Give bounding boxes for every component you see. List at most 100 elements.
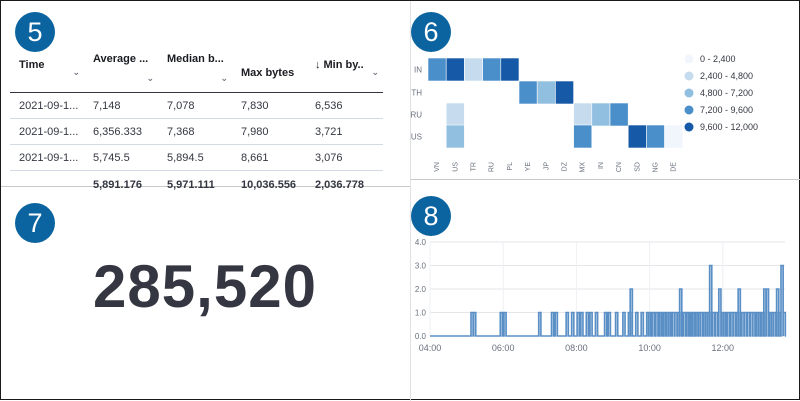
panel-number-badge: 8 bbox=[411, 196, 451, 236]
heatmap-chart: IN TH RU US VN US TR RU PL YE JP DZ MX IN CN SD NG DE 0 - … bbox=[410, 54, 758, 173]
heatmap-cell bbox=[555, 80, 574, 105]
table-row: 2021-09-1... 5,745.5 5,894.5 8,661 3,076 bbox=[10, 144, 383, 172]
legend-swatch bbox=[684, 71, 694, 81]
heatmap-cell bbox=[573, 102, 593, 127]
heatmap-cell bbox=[573, 124, 593, 149]
y-tick-label: 4.0 bbox=[415, 238, 427, 247]
table-cell: 3,076 bbox=[306, 144, 383, 172]
y-tick-label: 1.0 bbox=[415, 309, 427, 318]
divider bbox=[410, 1, 411, 401]
heatmap-x-label: NG bbox=[653, 162, 660, 173]
table-cell: 2021-09-1... bbox=[10, 92, 84, 120]
y-tick-label: 3.0 bbox=[415, 262, 427, 271]
series-line bbox=[430, 264, 787, 337]
table-footer-cell bbox=[10, 171, 84, 199]
legend-swatch bbox=[684, 54, 694, 64]
table-footer-cell: 5,971.111 bbox=[167, 178, 215, 191]
legend-label: 4,800 - 7,200 bbox=[700, 88, 753, 98]
heatmap-x-label: US bbox=[452, 162, 459, 172]
heatmap-cell bbox=[445, 102, 465, 127]
column-header-min-bytes[interactable]: ↓ Min by... ⌄ bbox=[306, 53, 383, 94]
line-chart: 0.0 1.0 2.0 3.0 4.0 04:00 06:00 08:00 10:00 12:00 bbox=[415, 238, 787, 353]
table-row: 2021-09-1... 7,148 7,078 7,830 6,536 bbox=[10, 92, 383, 120]
table-cell: 5,894.5 bbox=[158, 144, 232, 172]
x-tick-label: 10:00 bbox=[638, 343, 661, 353]
heatmap-cell bbox=[646, 124, 665, 149]
legend-swatch bbox=[684, 88, 694, 98]
heatmap-cell bbox=[518, 80, 538, 105]
heatmap-y-label: IN bbox=[414, 66, 422, 75]
table-cell: 6,536 bbox=[306, 92, 383, 120]
heatmap-cell bbox=[500, 57, 520, 82]
heatmap-x-label: SD bbox=[634, 162, 641, 172]
legend-label: 0 - 2,400 bbox=[700, 54, 736, 64]
heatmap-x-label: CN bbox=[616, 162, 623, 172]
heatmap-x-label: VN bbox=[434, 162, 441, 172]
heatmap-cell bbox=[609, 102, 629, 127]
legend-label: 9,600 - 12,000 bbox=[700, 122, 758, 132]
panel-number-badge: 7 bbox=[15, 203, 55, 243]
table-header-row: Time ⌄ Average ... ⌄ Median b... ⌄ Max byte… bbox=[10, 53, 383, 94]
data-table: Time ⌄ Average ... ⌄ Median b... ⌄ Max byte… bbox=[10, 53, 383, 199]
heatmap-y-label: TH bbox=[411, 89, 422, 98]
table-cell: 2021-09-1... bbox=[10, 144, 84, 172]
x-tick-label: 04:00 bbox=[419, 343, 442, 353]
table-row: 2021-09-1... 6,356.333 7,368 7,980 3,721 bbox=[10, 118, 383, 146]
heatmap-x-label: DZ bbox=[562, 161, 569, 171]
x-tick-label: 12:00 bbox=[712, 343, 735, 353]
heatmap-x-label: TR bbox=[471, 162, 478, 171]
heatmap-cell bbox=[664, 124, 684, 149]
table-footer-cell: 2,036.778 bbox=[315, 178, 364, 191]
heatmap-x-label: RU bbox=[489, 162, 496, 172]
heatmap-cell bbox=[627, 124, 647, 149]
heatmap-cell bbox=[482, 57, 502, 82]
legend-label: 7,200 - 9,600 bbox=[700, 105, 753, 115]
column-header-max-bytes[interactable]: Max bytes bbox=[232, 53, 306, 94]
heatmap-x-label: IN bbox=[598, 162, 605, 169]
panel-number-badge: 6 bbox=[411, 12, 451, 52]
column-header-time[interactable]: Time ⌄ bbox=[10, 53, 84, 94]
chevron-down-icon[interactable]: ⌄ bbox=[220, 73, 228, 84]
heatmap-cell bbox=[464, 57, 483, 82]
heatmap-cell bbox=[445, 57, 465, 82]
column-header-median[interactable]: Median b... ⌄ bbox=[158, 53, 232, 94]
table-cell: 7,368 bbox=[158, 118, 232, 146]
x-tick-label: 06:00 bbox=[492, 343, 515, 353]
chevron-down-icon[interactable]: ⌄ bbox=[146, 73, 154, 84]
table-cell: 8,661 bbox=[232, 144, 306, 172]
table-cell: 5,745.5 bbox=[84, 144, 158, 172]
divider bbox=[1, 186, 411, 187]
table-cell: 6,356.333 bbox=[84, 118, 158, 146]
table-cell: 7,830 bbox=[232, 92, 306, 120]
heatmap-cell bbox=[591, 102, 611, 127]
table-footer-cell: 10,036.556 bbox=[241, 178, 297, 191]
heatmap-x-label: MX bbox=[580, 162, 587, 173]
table-cell: 7,148 bbox=[84, 92, 158, 120]
x-tick-label: 08:00 bbox=[565, 343, 588, 353]
table-cell: 3,721 bbox=[306, 118, 383, 146]
legend-swatch bbox=[684, 122, 694, 132]
table-cell: 7,980 bbox=[232, 118, 306, 146]
legend-swatch bbox=[684, 105, 694, 115]
divider bbox=[411, 179, 800, 180]
heatmap-y-label: RU bbox=[410, 111, 422, 120]
panel-number-badge: 5 bbox=[15, 12, 55, 52]
table-cell: 2021-09-1... bbox=[10, 118, 84, 146]
y-tick-label: 0.0 bbox=[415, 332, 427, 341]
heatmap-x-label: YE bbox=[525, 162, 532, 172]
heatmap-cell bbox=[445, 124, 465, 149]
chevron-down-icon[interactable]: ⌄ bbox=[371, 67, 379, 78]
sort-arrow-down-icon[interactable]: ↓ bbox=[315, 59, 321, 72]
heatmap-cell bbox=[536, 80, 556, 105]
metric-value: 285,520 bbox=[93, 253, 317, 320]
legend-label: 2,400 - 4,800 bbox=[700, 71, 753, 81]
heatmap-x-label: PL bbox=[507, 162, 514, 171]
heatmap-cell bbox=[427, 57, 447, 82]
y-tick-label: 2.0 bbox=[415, 285, 427, 294]
heatmap-x-label: JP bbox=[543, 162, 550, 171]
chevron-down-icon[interactable]: ⌄ bbox=[72, 67, 80, 78]
column-header-average[interactable]: Average ... ⌄ bbox=[84, 53, 158, 94]
table-cell: 7,078 bbox=[158, 92, 232, 120]
table-footer-row: 5,891.176 5,971.111 10,036.556 2,036.778 bbox=[10, 171, 383, 199]
data-table-panel: Time ⌄ Average ... ⌄ Median b... ⌄ Max byte… bbox=[10, 53, 385, 199]
